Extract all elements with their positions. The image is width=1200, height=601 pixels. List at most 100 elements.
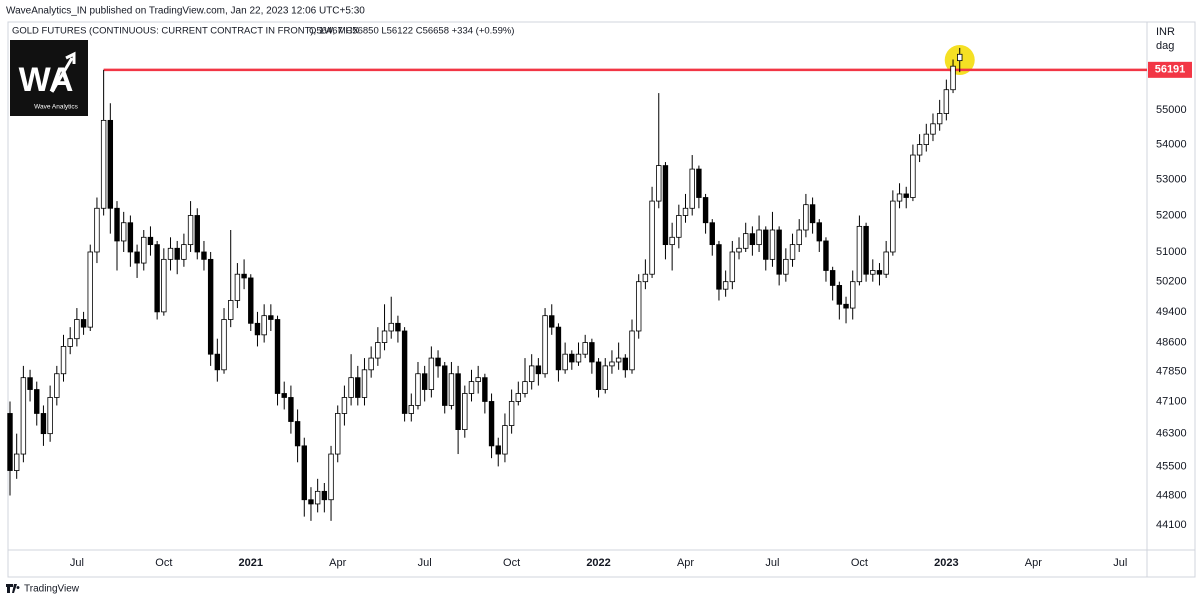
y-tick-label: 50200	[1156, 276, 1187, 288]
candle-body	[167, 247, 174, 260]
candle-body	[816, 222, 822, 242]
candle-body	[187, 215, 194, 246]
candle-body	[569, 353, 575, 363]
candle-body	[776, 229, 782, 275]
candle-body	[622, 357, 629, 371]
y-tick-label: 53000	[1156, 174, 1187, 186]
x-tick-label: Jul	[765, 557, 779, 569]
candle-body	[154, 244, 160, 313]
candle-body	[582, 342, 588, 355]
candle-body	[114, 207, 120, 242]
candle-body	[930, 123, 936, 135]
candle-body	[502, 425, 508, 455]
candle-body	[910, 154, 916, 198]
candle-body	[121, 222, 127, 242]
candle-body	[555, 326, 562, 371]
candle-body	[856, 225, 863, 283]
candle-body	[749, 233, 756, 246]
candle-body	[94, 207, 100, 253]
candle-body	[147, 236, 154, 246]
x-tick-label: Oct	[851, 557, 868, 569]
candle-body	[348, 377, 354, 398]
y-tick-label: 45500	[1156, 460, 1187, 472]
logo-mark: WA	[19, 61, 74, 99]
candle-body	[843, 303, 849, 309]
y-tick-label: 54000	[1156, 138, 1187, 150]
x-tick-label: Jul	[1113, 557, 1127, 569]
y-tick-label: 44100	[1156, 519, 1187, 531]
candle-body	[268, 315, 274, 320]
candle-body	[395, 322, 401, 332]
candle-body	[40, 413, 47, 435]
candle-body	[468, 381, 475, 394]
candle-body	[896, 193, 903, 202]
candle-body	[448, 373, 455, 406]
x-tick-label: 2021	[239, 557, 263, 569]
x-tick-label: Jul	[70, 557, 84, 569]
y-tick-label: 47850	[1156, 366, 1187, 378]
y-tick-label: 49400	[1156, 306, 1187, 318]
candle-body	[301, 445, 307, 501]
candle-body	[87, 251, 93, 328]
candle-body	[515, 393, 522, 402]
candle-body	[161, 258, 167, 313]
candle-body	[100, 119, 107, 209]
candle-body	[642, 273, 649, 283]
candle-body	[361, 369, 368, 398]
candle-body	[475, 377, 481, 383]
candle-body	[870, 270, 876, 275]
candle-body	[736, 247, 742, 253]
candle-body	[388, 322, 394, 332]
candle-body	[341, 397, 348, 414]
candle-body	[462, 393, 468, 430]
candle-body	[408, 405, 414, 414]
x-tick-label: Apr	[329, 557, 346, 569]
candle-body	[221, 319, 227, 371]
candle-body	[194, 215, 200, 253]
candle-body	[535, 365, 542, 375]
candle-body	[789, 244, 796, 260]
price-label-box	[1148, 61, 1192, 78]
candle-body	[542, 315, 548, 375]
x-tick-label: Apr	[1025, 557, 1042, 569]
candle-body	[281, 393, 287, 398]
candle-body	[615, 357, 622, 363]
candle-body	[421, 373, 428, 390]
candle-body	[34, 389, 40, 414]
y-tick-label: 52000	[1156, 209, 1187, 221]
y-tick-label: 48600	[1156, 336, 1187, 348]
candle-body	[60, 346, 67, 375]
y-tick-label: 44800	[1156, 489, 1187, 501]
y-tick-label: 55000	[1156, 104, 1187, 116]
candle-body	[234, 273, 241, 301]
candle-body	[455, 373, 461, 430]
candle-body	[682, 207, 689, 216]
candle-body	[662, 165, 669, 246]
candle-body	[288, 397, 294, 422]
candle-body	[228, 300, 234, 320]
candle-body	[141, 236, 147, 264]
brand-icon	[6, 584, 20, 593]
candle-body	[241, 273, 247, 279]
candle-body	[207, 258, 214, 355]
x-tick-label: 2023	[934, 557, 958, 569]
chart-frame	[7, 21, 1196, 578]
candle-body	[689, 168, 695, 209]
x-tick-label: Oct	[503, 557, 520, 569]
logo-text: Wave Analytics	[34, 104, 79, 111]
candle-body	[355, 377, 361, 398]
candle-body	[669, 236, 675, 246]
candle-body	[254, 322, 261, 336]
y-tick-label: 47100	[1156, 395, 1187, 407]
candle-body	[656, 165, 662, 202]
candle-body	[274, 319, 281, 394]
candle-body	[796, 229, 802, 246]
y-tick-label: 46300	[1156, 428, 1187, 440]
candle-body	[528, 365, 535, 383]
candle-body	[442, 365, 448, 406]
candle-body	[401, 330, 408, 414]
candle-body	[314, 490, 321, 505]
